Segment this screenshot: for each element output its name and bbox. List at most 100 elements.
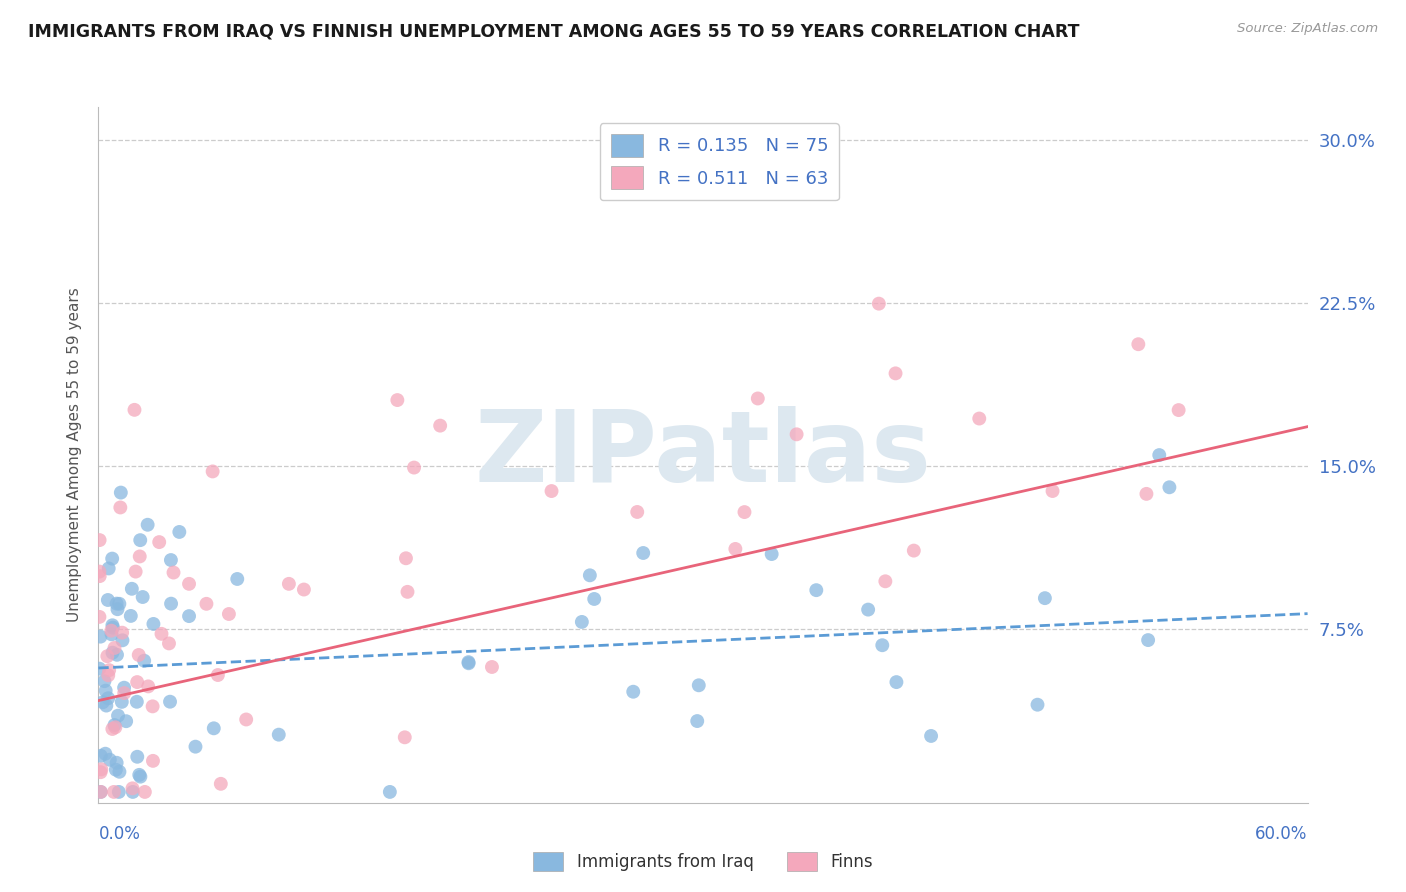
Point [626, 505, 648, 519]
Point [89, 662, 111, 676]
Point [124, 565, 146, 579]
Point [169, 524, 191, 539]
Point [90, 785, 112, 799]
Legend: R = 0.135   N = 75, R = 0.511   N = 63: R = 0.135 N = 75, R = 0.511 N = 63 [600, 123, 839, 200]
Point [481, 660, 503, 674]
Point [747, 392, 769, 406]
Text: Source: ZipAtlas.com: Source: ZipAtlas.com [1237, 22, 1378, 36]
Point [886, 675, 908, 690]
Point [103, 640, 125, 655]
Point [93, 674, 115, 689]
Point [540, 484, 562, 499]
Point [108, 597, 131, 611]
Point [100, 627, 122, 641]
Point [111, 695, 134, 709]
Point [177, 609, 200, 624]
Point [201, 465, 224, 479]
Point [277, 577, 299, 591]
Point [967, 411, 990, 425]
Point [96, 698, 118, 713]
Point [129, 770, 152, 784]
Point [429, 418, 451, 433]
Y-axis label: Unemployment Among Ages 55 to 59 years: Unemployment Among Ages 55 to 59 years [66, 287, 82, 623]
Text: 60.0%: 60.0% [1256, 825, 1308, 843]
Point [402, 460, 425, 475]
Point [1137, 633, 1160, 648]
Point [202, 721, 225, 735]
Point [96, 649, 118, 664]
Point [89, 533, 111, 547]
Point [101, 621, 124, 635]
Point [884, 367, 907, 381]
Point [111, 625, 134, 640]
Point [105, 756, 128, 770]
Point [124, 402, 146, 417]
Point [160, 597, 183, 611]
Point [162, 566, 184, 580]
Point [235, 713, 257, 727]
Point [105, 648, 128, 662]
Point [903, 543, 925, 558]
Point [1026, 698, 1049, 712]
Point [1149, 448, 1171, 462]
Point [107, 602, 129, 616]
Point [1128, 337, 1150, 351]
Point [195, 597, 218, 611]
Point [872, 638, 894, 652]
Point [108, 764, 131, 779]
Point [160, 553, 183, 567]
Point [121, 582, 143, 596]
Point [112, 681, 135, 695]
Point [621, 684, 644, 698]
Point [395, 551, 418, 566]
Point [94, 747, 117, 761]
Point [101, 551, 124, 566]
Point [142, 754, 165, 768]
Point [733, 505, 755, 519]
Point [131, 590, 153, 604]
Point [115, 714, 138, 729]
Point [875, 574, 897, 589]
Point [127, 675, 149, 690]
Point [127, 749, 149, 764]
Point [142, 699, 165, 714]
Point [142, 616, 165, 631]
Point [1042, 483, 1064, 498]
Point [98, 753, 121, 767]
Point [104, 763, 127, 777]
Point [110, 500, 132, 515]
Point [226, 572, 249, 586]
Point [583, 591, 606, 606]
Point [112, 686, 135, 700]
Point [184, 739, 207, 754]
Point [1167, 403, 1189, 417]
Point [128, 648, 150, 662]
Point [97, 668, 120, 682]
Point [90, 785, 112, 799]
Point [868, 296, 890, 310]
Point [89, 569, 111, 583]
Point [292, 582, 315, 597]
Point [136, 679, 159, 693]
Point [103, 718, 125, 732]
Point [136, 517, 159, 532]
Point [121, 785, 143, 799]
Point [218, 607, 240, 621]
Point [108, 785, 131, 799]
Point [97, 593, 120, 607]
Point [128, 768, 150, 782]
Point [579, 568, 602, 582]
Point [150, 627, 173, 641]
Point [105, 597, 128, 611]
Point [688, 678, 710, 692]
Point [101, 722, 124, 736]
Point [806, 583, 828, 598]
Point [110, 485, 132, 500]
Point [90, 748, 112, 763]
Point [128, 549, 150, 564]
Point [97, 561, 120, 575]
Point [378, 785, 401, 799]
Point [134, 654, 156, 668]
Point [91, 695, 114, 709]
Point [856, 602, 879, 616]
